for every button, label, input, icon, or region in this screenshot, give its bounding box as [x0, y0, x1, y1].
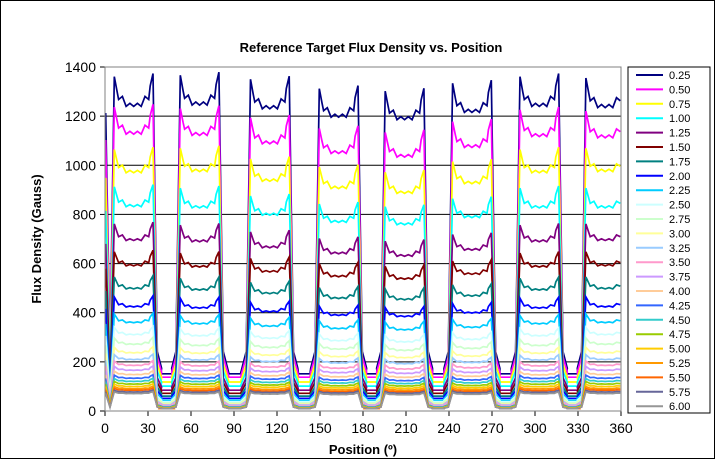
legend-label: 5.50	[669, 372, 690, 384]
legend-box	[627, 66, 711, 414]
legend-label: 6.00	[669, 401, 690, 413]
y-tick-label: 1000	[65, 157, 96, 173]
legend-label: 1.75	[669, 156, 690, 168]
series-line-6.00	[104, 390, 621, 411]
legend-label: 0.50	[669, 84, 690, 96]
chart-title: Reference Target Flux Density vs. Positi…	[240, 40, 503, 55]
legend-label: 1.25	[669, 128, 690, 140]
legend-label: 3.50	[669, 257, 690, 269]
legend-label: 3.25	[669, 243, 690, 255]
x-tick-label: 0	[101, 420, 109, 436]
legend-label: 5.75	[669, 387, 690, 399]
y-tick-label: 1400	[65, 59, 96, 75]
y-tick-label: 600	[73, 256, 97, 272]
y-tick-label: 0	[88, 403, 96, 419]
x-tick-label: 150	[308, 420, 332, 436]
x-tick-label: 240	[437, 420, 461, 436]
series-lines	[104, 72, 621, 411]
x-tick-label: 330	[566, 420, 590, 436]
y-tick-label: 1200	[65, 108, 96, 124]
x-tick-label: 90	[226, 420, 242, 436]
legend-label: 3.00	[669, 228, 690, 240]
legend-label: 4.75	[669, 329, 690, 341]
y-tick-label: 200	[73, 354, 97, 370]
x-axis-title: Position (º)	[329, 442, 397, 457]
legend-label: 4.50	[669, 315, 690, 327]
legend-label: 0.25	[669, 70, 690, 82]
legend-label: 1.50	[669, 142, 690, 154]
plot-area-border	[104, 66, 622, 412]
legend-label: 2.75	[669, 214, 690, 226]
y-tick-label: 400	[73, 305, 97, 321]
x-tick-label: 360	[609, 420, 633, 436]
x-tick-label: 30	[140, 420, 156, 436]
x-tick-label: 120	[265, 420, 289, 436]
y-axis-title: Flux Density (Gauss)	[29, 174, 44, 303]
x-tick-label: 60	[183, 420, 199, 436]
legend: 0.25 0.50 0.75 1.00 1.25 1.50 1.75 2.00 2.25 2.50…	[627, 66, 711, 414]
legend-label: 2.00	[669, 171, 690, 183]
legend-label: 2.25	[669, 185, 690, 197]
x-tick-label: 210	[394, 420, 418, 436]
legend-label: 1.00	[669, 113, 690, 125]
x-tick-label: 270	[480, 420, 504, 436]
y-tick-label: 800	[73, 206, 97, 222]
legend-label: 5.25	[669, 358, 690, 370]
legend-label: 0.75	[669, 99, 690, 111]
legend-label: 4.00	[669, 286, 690, 298]
legend-label: 5.00	[669, 344, 690, 356]
legend-label: 4.25	[669, 300, 690, 312]
x-tick-label: 300	[523, 420, 547, 436]
x-tick-label: 180	[351, 420, 375, 436]
legend-label: 3.75	[669, 272, 690, 284]
legend-label: 2.50	[669, 200, 690, 212]
